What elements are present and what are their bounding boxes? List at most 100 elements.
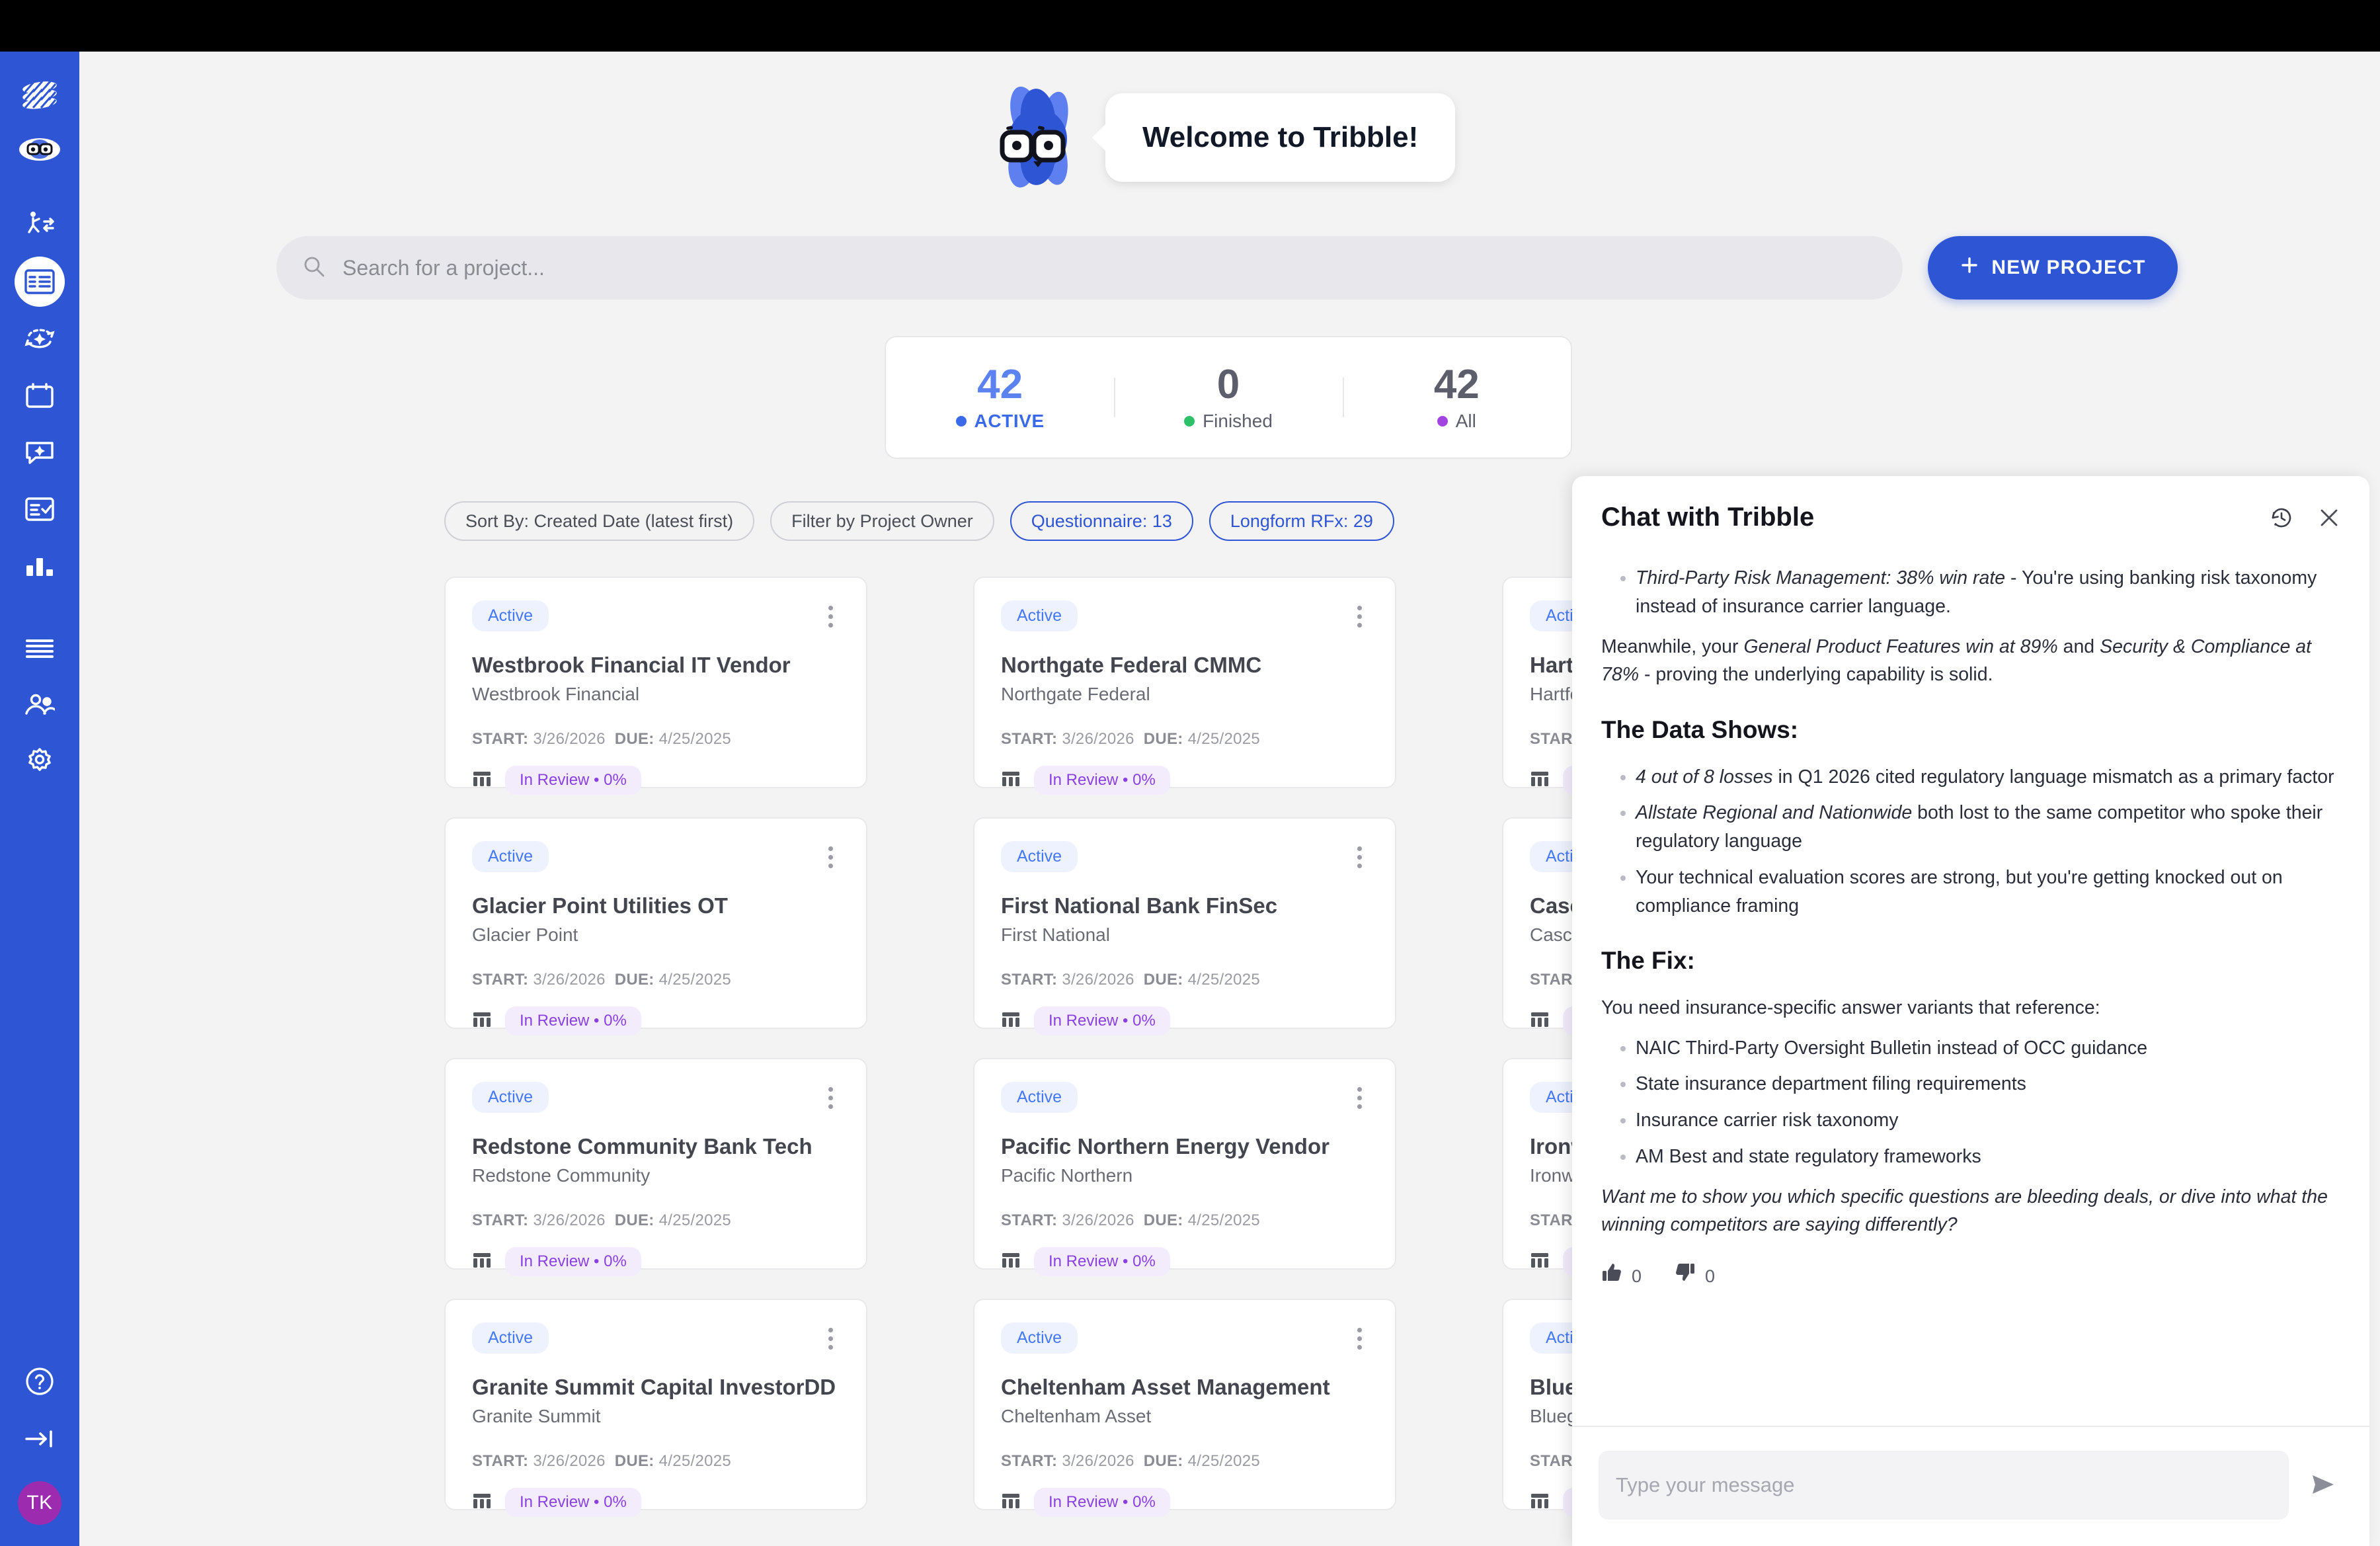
project-card[interactable]: Active Westbrook Financial IT Vendor Westb… xyxy=(444,577,867,795)
gear-icon xyxy=(25,747,54,776)
list-item: Allstate Regional and Nationwide both lo… xyxy=(1636,799,2340,856)
project-title: Northgate Federal CMMC xyxy=(1001,653,1262,677)
progress-pill: In Review • 0% xyxy=(1034,766,1170,795)
thumbs-up-button[interactable]: 0 xyxy=(1601,1262,1642,1291)
sidebar-item-team[interactable] xyxy=(15,680,65,730)
chip-questionnaire[interactable]: Questionnaire: 13 xyxy=(1010,501,1193,541)
card-menu-icon[interactable] xyxy=(1351,1082,1368,1114)
sidebar-item-analytics[interactable] xyxy=(15,541,65,591)
columns-icon xyxy=(1530,769,1550,792)
bullet-top-emphasis: Third-Party Risk Management: 38% win rat… xyxy=(1636,567,2006,589)
sidebar-item-settings[interactable] xyxy=(15,737,65,787)
chip-filter-owner[interactable]: Filter by Project Owner xyxy=(770,501,994,541)
avatar-initials: TK xyxy=(26,1492,53,1514)
columns-icon xyxy=(1530,1250,1550,1274)
data-shows-2-rest: Your technical evaluation scores are str… xyxy=(1636,866,2283,916)
stat-active-label: ACTIVE xyxy=(974,410,1045,431)
project-card[interactable]: Active Pacific Northern Energy Vendor Paci… xyxy=(973,1058,1396,1276)
due-date: 4/25/2025 xyxy=(658,971,732,989)
start-label: START: xyxy=(472,1211,529,1229)
stat-all[interactable]: 42 All xyxy=(1342,363,1571,431)
new-project-label: NEW PROJECT xyxy=(1991,257,2146,278)
collapse-arrow-icon[interactable] xyxy=(24,1428,56,1453)
start-label: START: xyxy=(1001,1211,1058,1229)
list-item: Your technical evaluation scores are str… xyxy=(1636,864,2340,920)
send-button[interactable] xyxy=(2303,1466,2343,1505)
chat-message-input[interactable] xyxy=(1616,1473,2272,1497)
sidebar-item-projects[interactable] xyxy=(15,257,65,307)
tribble-mascot-large-icon xyxy=(985,85,1091,190)
chat-closing-question: Want me to show you which specific quest… xyxy=(1601,1183,2340,1240)
project-company: Westbrook Financial xyxy=(472,684,640,704)
project-title: Glacier Point Utilities OT xyxy=(472,893,728,918)
meanwhile-p3: - proving the underlying capability is s… xyxy=(1639,664,1993,686)
question-circle-icon[interactable] xyxy=(24,1366,55,1400)
plus-icon xyxy=(1960,255,1979,280)
thumbs-down-count: 0 xyxy=(1705,1266,1716,1287)
list-item: NAIC Third-Party Oversight Bulletin inst… xyxy=(1636,1034,2340,1063)
meanwhile-p1: Meanwhile, your xyxy=(1601,635,1744,657)
workflow-icon xyxy=(22,210,57,240)
list-item: Insurance carrier risk taxonomy xyxy=(1636,1106,2340,1135)
due-date: 4/25/2025 xyxy=(1187,971,1261,989)
due-label: DUE: xyxy=(1143,1452,1183,1470)
list-item: Third-Party Risk Management: 38% win rat… xyxy=(1636,564,2340,621)
close-x-icon[interactable] xyxy=(2318,507,2340,529)
tribble-mascot-icon[interactable] xyxy=(15,124,65,175)
filter-chip-row: Sort By: Created Date (latest first) Fil… xyxy=(444,501,1394,541)
project-card[interactable]: Active Cheltenham Asset Management Chelten… xyxy=(973,1299,1396,1517)
project-card[interactable]: Active Northgate Federal CMMC Northgate Fe… xyxy=(973,577,1396,795)
thumbs-down-button[interactable]: 0 xyxy=(1675,1262,1715,1291)
chip-sort-by[interactable]: Sort By: Created Date (latest first) xyxy=(444,501,755,541)
start-date: 3/26/2026 xyxy=(1062,971,1134,989)
project-company: Cheltenham Asset xyxy=(1001,1406,1152,1426)
sidebar-item-ai-chat[interactable] xyxy=(15,427,65,477)
card-menu-icon[interactable] xyxy=(1351,1322,1368,1355)
list-item: State insurance department filing requir… xyxy=(1636,1070,2340,1098)
history-clock-icon[interactable] xyxy=(2269,505,2294,530)
avatar[interactable]: TK xyxy=(18,1481,61,1525)
stat-finished[interactable]: 0 Finished xyxy=(1114,363,1342,431)
new-project-button[interactable]: NEW PROJECT xyxy=(1928,236,2178,300)
chat-fix-intro: You need insurance-specific answer varia… xyxy=(1601,997,2100,1018)
card-menu-icon[interactable] xyxy=(1351,841,1368,874)
progress-pill: In Review • 0% xyxy=(1034,1006,1170,1036)
project-card[interactable]: Active Granite Summit Capital InvestorDD G… xyxy=(444,1299,867,1517)
sidebar-item-calendar[interactable] xyxy=(15,370,65,421)
search-input[interactable] xyxy=(342,255,1876,280)
card-menu-icon[interactable] xyxy=(822,600,840,633)
project-title: Pacific Northern Energy Vendor xyxy=(1001,1134,1329,1159)
chip-longform-rfx[interactable]: Longform RFx: 29 xyxy=(1209,501,1394,541)
sidebar-item-workflow[interactable] xyxy=(15,200,65,250)
data-shows-0-rest: in Q1 2026 cited regulatory language mis… xyxy=(1772,766,2334,788)
card-menu-icon[interactable] xyxy=(822,1322,840,1355)
stat-active[interactable]: 42 ACTIVE xyxy=(886,363,1114,431)
chat-heading-data-shows: The Data Shows: xyxy=(1601,716,1799,743)
sidebar: TK xyxy=(0,52,79,1546)
card-menu-icon[interactable] xyxy=(1351,600,1368,633)
thumbs-up-count: 0 xyxy=(1632,1266,1642,1287)
chat-input-box[interactable] xyxy=(1599,1451,2289,1520)
sidebar-item-sync[interactable] xyxy=(15,313,65,364)
progress-pill: In Review • 0% xyxy=(505,1247,641,1276)
start-date: 3/26/2026 xyxy=(533,971,606,989)
project-card[interactable]: Active Glacier Point Utilities OT Glacier … xyxy=(444,817,867,1036)
tribble-logo-icon[interactable] xyxy=(15,70,65,120)
chat-message-body[interactable]: ‎ ‎ ‎ ‎ ‎ Third-Party Risk Management: 3… xyxy=(1572,544,2369,1426)
chat-bullet-list-top: Third-Party Risk Management: 38% win rat… xyxy=(1601,564,2340,621)
sidebar-item-tasks[interactable] xyxy=(15,484,65,534)
project-card[interactable]: Active Redstone Community Bank Tech Redsto… xyxy=(444,1058,867,1276)
list-item: AM Best and state regulatory frameworks xyxy=(1636,1143,2340,1171)
due-label: DUE: xyxy=(614,1452,654,1470)
status-dot xyxy=(1184,415,1195,427)
card-menu-icon[interactable] xyxy=(822,841,840,874)
search-box[interactable] xyxy=(276,236,1903,300)
project-card[interactable]: Active First National Bank FinSec First Na… xyxy=(973,817,1396,1036)
status-badge: Active xyxy=(1001,1322,1078,1354)
card-menu-icon[interactable] xyxy=(822,1082,840,1114)
start-label: START: xyxy=(1001,730,1058,748)
columns-icon xyxy=(1001,1250,1021,1274)
progress-pill: In Review • 0% xyxy=(505,766,641,795)
due-date: 4/25/2025 xyxy=(658,730,732,748)
sidebar-item-library[interactable] xyxy=(15,623,65,673)
